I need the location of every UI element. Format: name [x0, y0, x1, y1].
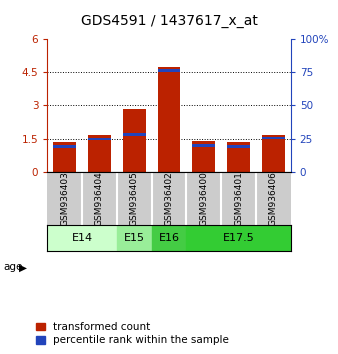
Bar: [262, 137, 285, 139]
Bar: [117, 225, 152, 251]
Bar: [53, 142, 76, 172]
Bar: [227, 142, 250, 172]
Text: E14: E14: [72, 233, 93, 243]
Bar: [88, 138, 111, 140]
Text: GSM936401: GSM936401: [234, 171, 243, 226]
Bar: [227, 145, 250, 148]
Bar: [192, 144, 215, 147]
Legend: transformed count, percentile rank within the sample: transformed count, percentile rank withi…: [35, 322, 229, 345]
Bar: [123, 132, 146, 136]
Text: E16: E16: [159, 233, 179, 243]
Text: E17.5: E17.5: [223, 233, 255, 243]
Bar: [158, 67, 180, 172]
Bar: [152, 225, 186, 251]
Bar: [53, 145, 76, 148]
Bar: [158, 69, 180, 72]
Bar: [47, 225, 117, 251]
Text: E15: E15: [124, 233, 145, 243]
Text: GSM936400: GSM936400: [199, 171, 208, 226]
Text: ▶: ▶: [19, 262, 27, 272]
Text: GDS4591 / 1437617_x_at: GDS4591 / 1437617_x_at: [80, 14, 258, 28]
Bar: [88, 135, 111, 172]
Text: GSM936403: GSM936403: [60, 171, 69, 226]
Bar: [192, 141, 215, 172]
Text: GSM936404: GSM936404: [95, 171, 104, 225]
Text: GSM936406: GSM936406: [269, 171, 278, 226]
Text: GSM936402: GSM936402: [165, 171, 173, 225]
Text: age: age: [3, 262, 23, 272]
Bar: [186, 225, 291, 251]
Bar: [262, 135, 285, 172]
Bar: [123, 109, 146, 172]
Text: GSM936405: GSM936405: [130, 171, 139, 226]
